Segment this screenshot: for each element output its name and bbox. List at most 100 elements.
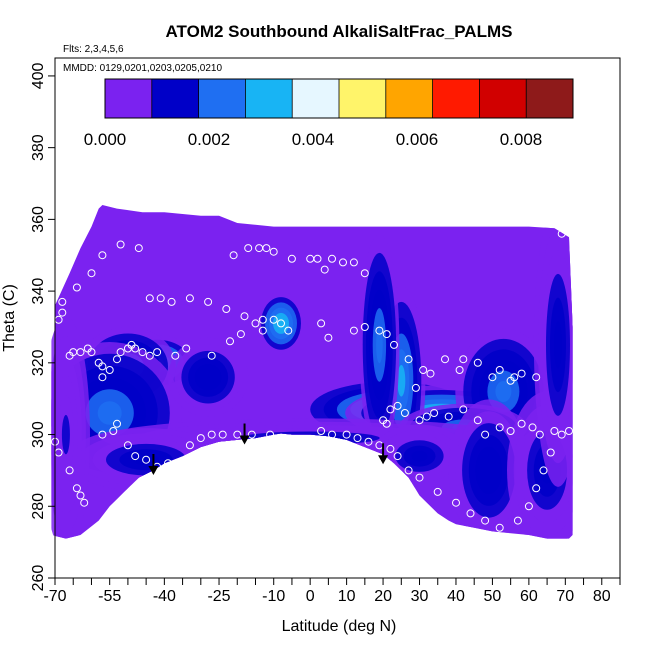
sample-point <box>185 441 194 450</box>
sample-point <box>379 416 388 425</box>
sample-point <box>98 430 107 439</box>
sample-point <box>109 427 118 435</box>
sample-point <box>218 430 227 439</box>
sample-point <box>466 509 475 518</box>
sample-point <box>145 294 154 303</box>
sample-point <box>266 430 275 439</box>
colorbar-swatch <box>151 79 199 118</box>
sample-point <box>65 466 74 475</box>
x-tick-label: 80 <box>593 588 611 605</box>
sample-point <box>236 330 245 339</box>
sample-point <box>557 229 566 238</box>
sample-point <box>116 348 125 357</box>
hotspot-ring <box>97 401 122 425</box>
sample-point <box>145 351 154 360</box>
y-tick-label: 280 <box>30 493 47 520</box>
sample-point <box>430 409 439 417</box>
y-tick-label: 260 <box>30 565 47 592</box>
sample-point <box>393 401 402 410</box>
sample-point <box>495 366 504 374</box>
sample-point <box>182 344 191 353</box>
y-tick-label: 400 <box>30 62 47 89</box>
sample-point <box>400 409 409 417</box>
arrow-marker <box>378 443 389 465</box>
hotspot-ring <box>554 321 562 369</box>
sample-point <box>532 484 541 493</box>
sample-point <box>164 459 172 468</box>
sample-point <box>229 251 238 260</box>
sample-point <box>153 348 162 357</box>
y-tick-label: 380 <box>30 134 47 161</box>
sample-point <box>339 258 347 267</box>
sample-point <box>58 297 67 306</box>
sample-point <box>204 297 213 306</box>
colorbar-swatch <box>385 79 433 118</box>
arrow-head <box>148 466 159 475</box>
sample-point <box>244 244 253 253</box>
sample-point <box>495 523 504 532</box>
sample-point <box>222 305 231 313</box>
colorbar-swatch <box>292 79 339 118</box>
x-axis: -70 -55 -40 -25 -10 0 10 20 30 40 50 60 70 80 <box>43 578 621 605</box>
colorbar-swatches <box>105 79 573 118</box>
sample-point <box>320 265 329 274</box>
colorbar-swatch <box>526 79 573 118</box>
sample-point <box>269 247 278 256</box>
x-tick-label: 60 <box>520 588 538 605</box>
sample-point <box>360 269 369 278</box>
hotspot-ring <box>376 326 383 364</box>
sample-point <box>419 366 428 374</box>
sample-point <box>269 315 278 324</box>
sample-point <box>441 355 449 364</box>
hotspot-ring <box>482 458 496 483</box>
sample-point <box>404 466 413 475</box>
hotspot-16 <box>448 399 529 539</box>
sample-point <box>349 326 358 335</box>
sample-point <box>196 434 205 443</box>
sample-point <box>105 366 114 374</box>
sample-point <box>87 348 96 357</box>
sample-point <box>80 498 89 507</box>
arrow-markers <box>148 423 389 475</box>
sample-point <box>473 416 482 425</box>
x-tick-label: -70 <box>43 588 66 605</box>
sample-point <box>76 491 85 500</box>
sample-point <box>142 455 151 464</box>
sample-point <box>364 437 373 446</box>
sample-point <box>98 362 107 371</box>
colorbar-tick-label: 0.004 <box>292 130 335 149</box>
sample-point <box>488 373 497 382</box>
y-tick-label: 300 <box>30 421 47 448</box>
sample-point <box>532 373 541 382</box>
sample-point <box>116 240 125 249</box>
sample-point <box>557 430 566 439</box>
sample-point <box>72 283 81 292</box>
sample-point <box>317 319 326 328</box>
sample-point <box>324 333 333 342</box>
colorbar-ticks: 0.000 0.002 0.004 0.006 0.008 <box>84 130 543 149</box>
colorbar-swatch <box>198 79 246 118</box>
sample-point <box>247 430 256 439</box>
sample-point <box>506 427 515 435</box>
x-tick-label: -25 <box>207 588 230 605</box>
sample-point <box>287 254 296 263</box>
sample-point <box>342 430 351 439</box>
sample-point <box>233 430 242 439</box>
sample-point <box>240 312 249 321</box>
heatmap-field <box>51 205 573 539</box>
hotspot-18 <box>533 205 573 487</box>
colorbar-tick-label: 0.008 <box>500 130 543 149</box>
sample-point <box>481 430 490 439</box>
sample-point <box>258 315 267 324</box>
sample-point <box>524 502 533 511</box>
sample-point <box>473 358 482 367</box>
sample-point <box>386 444 395 453</box>
colorbar-tick-label: 0.002 <box>188 130 231 149</box>
plot-frame <box>54 57 621 579</box>
sample-point <box>226 337 234 346</box>
arrow-marker <box>148 454 159 475</box>
sample-point <box>528 423 537 432</box>
sample-point <box>565 427 573 435</box>
dates-subtitle: MMDD: 0129,0201,0203,0205,0210 <box>63 63 222 74</box>
